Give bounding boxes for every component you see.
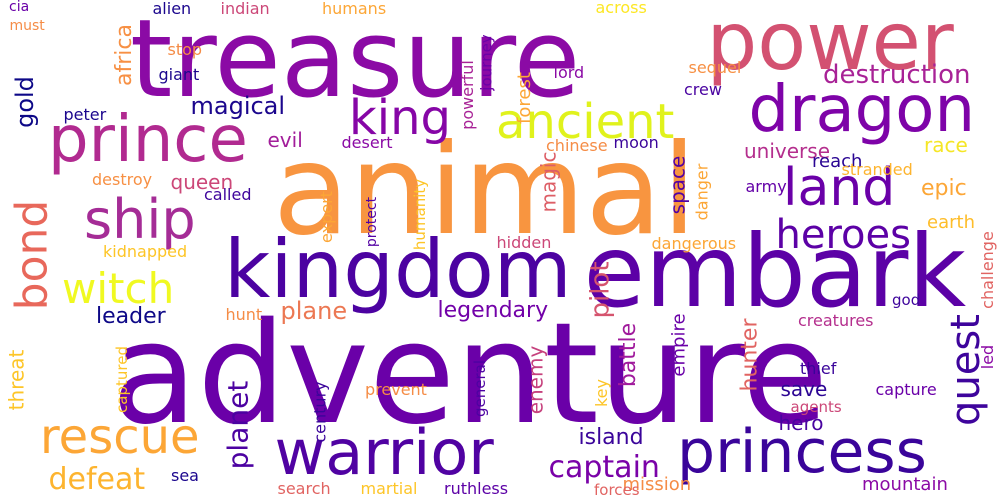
word-alien: alien bbox=[152, 0, 192, 18]
word-agents: agents bbox=[790, 397, 842, 416]
word-across: across bbox=[595, 0, 647, 17]
word-chinese: chinese bbox=[546, 136, 608, 155]
word-danger: danger bbox=[691, 163, 711, 221]
word-prince: prince bbox=[48, 103, 248, 177]
word-martial: martial bbox=[360, 479, 418, 498]
word-dangerous: dangerous bbox=[651, 234, 737, 253]
word-planet: planet bbox=[220, 380, 254, 470]
word-gold: gold bbox=[10, 76, 39, 128]
word-defeat: defeat bbox=[48, 462, 146, 497]
word-princess: princess bbox=[677, 417, 927, 487]
word-mission: mission bbox=[622, 474, 692, 495]
word-peter: peter bbox=[63, 105, 107, 124]
word-island: island bbox=[578, 425, 644, 450]
word-destroy: destroy bbox=[92, 170, 153, 189]
word-prevent: prevent bbox=[365, 380, 427, 399]
word-thief: thief bbox=[800, 359, 837, 378]
word-god: god bbox=[892, 290, 921, 309]
word-race: race bbox=[924, 133, 968, 157]
word-epic: epic bbox=[921, 176, 967, 201]
word-kidnapped: kidnapped bbox=[103, 242, 188, 261]
word-animal: animal bbox=[273, 117, 697, 263]
word-stop: stop bbox=[167, 40, 203, 59]
word-quest: quest bbox=[942, 314, 989, 426]
word-humanity: humanity bbox=[410, 178, 429, 250]
word-challenge: challenge bbox=[977, 231, 997, 309]
word-dragon: dragon bbox=[748, 73, 976, 147]
word-pilot: pilot bbox=[585, 261, 616, 319]
word-enemy: enemy bbox=[522, 345, 547, 415]
word-hunt: hunt bbox=[225, 305, 263, 324]
word-giant: giant bbox=[158, 65, 200, 84]
word-called: called bbox=[204, 185, 252, 204]
word-save: save bbox=[780, 377, 828, 401]
word-hidden: hidden bbox=[496, 233, 552, 252]
word-earth: earth bbox=[927, 212, 975, 233]
word-protect: protect bbox=[364, 196, 381, 248]
word-humans: humans bbox=[322, 0, 387, 18]
word-adventure: adventure bbox=[111, 293, 829, 456]
word-treasure: treasure bbox=[130, 0, 581, 122]
word-captain: captain bbox=[548, 450, 660, 485]
word-ancient: ancient bbox=[496, 94, 675, 150]
word-desert: desert bbox=[341, 133, 393, 152]
word-search: search bbox=[277, 479, 331, 498]
word-sea: sea bbox=[171, 466, 199, 485]
word-heroes: heroes bbox=[775, 212, 911, 258]
word-battle: battle bbox=[616, 322, 642, 388]
word-crew: crew bbox=[684, 80, 722, 99]
word-empire: empire bbox=[668, 313, 690, 377]
word-journey: journey bbox=[477, 33, 496, 91]
word-bond: bond bbox=[5, 199, 57, 311]
word-stranded: stranded bbox=[841, 160, 913, 179]
word-universe: universe bbox=[744, 139, 830, 163]
word-warrior: warrior bbox=[274, 416, 494, 489]
word-land: land bbox=[783, 158, 896, 218]
word-magic: magic bbox=[536, 151, 560, 213]
word-lord: lord bbox=[553, 63, 585, 82]
word-led: led bbox=[978, 344, 998, 370]
word-must: must bbox=[9, 18, 45, 34]
word-expert: expert bbox=[316, 191, 336, 243]
word-cia: cia bbox=[9, 0, 30, 15]
word-threat: threat bbox=[3, 349, 28, 411]
word-king: king bbox=[349, 90, 452, 146]
word-africa: africa bbox=[111, 24, 137, 86]
word-sequel: sequel bbox=[688, 58, 742, 77]
word-space: space bbox=[664, 155, 689, 215]
word-witch: witch bbox=[62, 264, 175, 313]
word-plane: plane bbox=[280, 297, 348, 325]
word-captured: captured bbox=[112, 345, 131, 413]
word-army: army bbox=[745, 177, 787, 196]
word-creatures: creatures bbox=[798, 311, 874, 330]
word-ship: ship bbox=[84, 188, 196, 251]
word-hero: hero bbox=[778, 411, 824, 435]
word-legendary: legendary bbox=[437, 298, 549, 323]
word-forces: forces bbox=[594, 480, 640, 499]
word-evil: evil bbox=[267, 128, 303, 152]
word-key: key bbox=[592, 378, 612, 408]
word-magical: magical bbox=[190, 92, 286, 120]
word-destruction: destruction bbox=[823, 60, 971, 90]
word-leader: leader bbox=[96, 304, 166, 329]
word-mountain: mountain bbox=[862, 474, 948, 495]
word-century: century bbox=[310, 381, 330, 443]
word-rescue: rescue bbox=[40, 409, 200, 465]
word-indian: indian bbox=[220, 0, 270, 18]
word-ruthless: ruthless bbox=[444, 479, 509, 498]
word-capture: capture bbox=[875, 380, 937, 399]
word-power: power bbox=[706, 0, 954, 88]
word-queen: queen bbox=[170, 170, 234, 194]
word-forest: forest bbox=[513, 72, 535, 124]
word-hunter: hunter bbox=[737, 318, 763, 392]
word-powerful: powerful bbox=[457, 60, 477, 130]
word-reach: reach bbox=[812, 151, 863, 172]
word-embark: embark bbox=[583, 213, 967, 330]
word-kingdom: kingdom bbox=[224, 223, 572, 316]
word-moon: moon bbox=[613, 133, 659, 152]
word-general: general bbox=[470, 359, 489, 417]
